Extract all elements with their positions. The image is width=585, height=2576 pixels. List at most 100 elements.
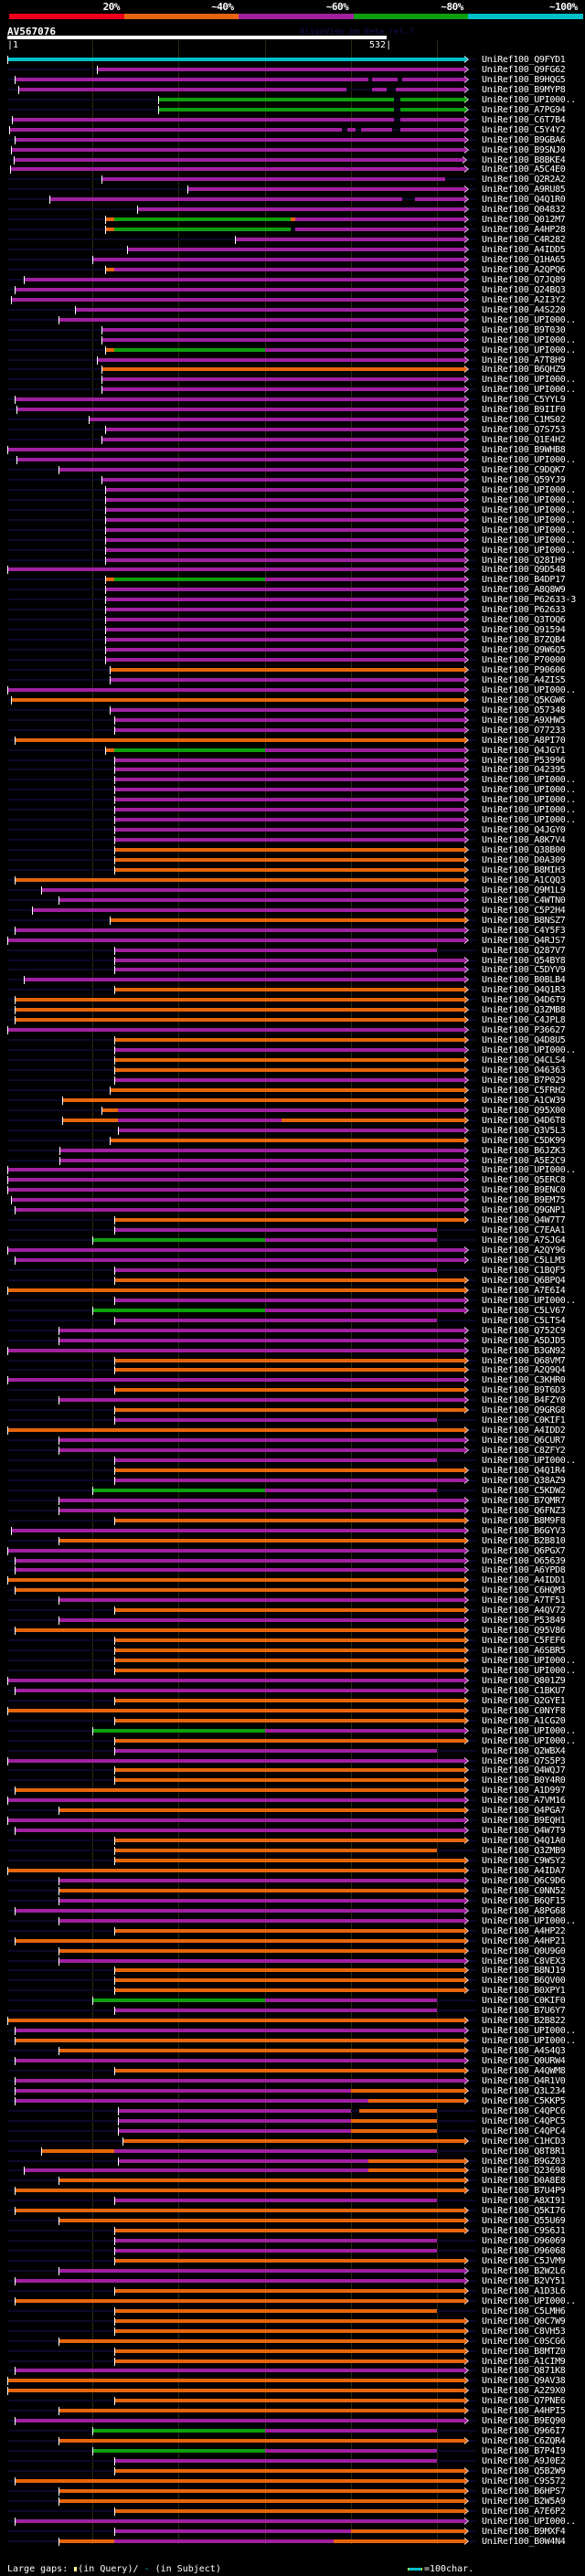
hit-label[interactable]: UniRef100_B7U6Y7 [482,2006,566,2017]
hit-row[interactable]: UniRef100_A7E6P2 [0,2507,585,2517]
hit-row[interactable]: UniRef100_A1CQQ3 [0,875,585,885]
hit-row[interactable]: UniRef100_O42395 [0,765,585,775]
hit-row[interactable]: UniRef100_Q9FG62 [0,65,585,75]
hit-row[interactable]: UniRef100_UPI000.. [0,1736,585,1746]
hit-row[interactable]: UniRef100_A4IDD1 [0,1575,585,1585]
hit-row[interactable]: UniRef100_Q59YJ9 [0,475,585,485]
hit-row[interactable]: UniRef100_C5YYL9 [0,395,585,405]
hit-label[interactable]: UniRef100_Q3V5L3 [482,1125,566,1136]
hit-label[interactable]: UniRef100_Q6BPQ4 [482,1275,566,1286]
hit-label[interactable]: UniRef100_Q4Q1R4 [482,1465,566,1476]
hit-label[interactable]: UniRef100_Q9GNP1 [482,1205,566,1216]
hit-label[interactable]: UniRef100_Q38B00 [482,845,566,856]
hit-label[interactable]: UniRef100_C9DQK7 [482,464,566,475]
hit-row[interactable]: UniRef100_Q752C9 [0,1326,585,1336]
hit-row[interactable]: UniRef100_C4QPC4 [0,2126,585,2136]
hit-row[interactable]: UniRef100_Q38AZ9 [0,1476,585,1486]
hit-label[interactable]: UniRef100_UPI000.. [482,1295,576,1306]
hit-label[interactable]: UniRef100_A7SJG4 [482,1235,566,1246]
hit-row[interactable]: UniRef100_A5C4E0 [0,164,585,175]
hit-label[interactable]: UniRef100_A2Q9Q4 [482,1365,566,1376]
hit-row[interactable]: UniRef100_C0KIF1 [0,1415,585,1426]
hit-row[interactable]: UniRef100_O57348 [0,705,585,716]
hit-label[interactable]: UniRef100_B2B810 [482,1535,566,1546]
hit-row[interactable]: UniRef100_Q6FNZ3 [0,1506,585,1516]
hit-row[interactable]: UniRef100_C4QPC5 [0,2116,585,2126]
hit-row[interactable]: UniRef100_A9RU85 [0,185,585,195]
hit-label[interactable]: UniRef100_B9EQH1 [482,1816,566,1827]
hit-label[interactable]: UniRef100_UPI000.. [482,385,576,396]
hit-row[interactable]: UniRef100_C5FEF6 [0,1636,585,1646]
hit-label[interactable]: UniRef100_O65639 [482,1555,566,1566]
hit-label[interactable]: UniRef100_Q012M7 [482,215,566,226]
hit-row[interactable]: UniRef100_UPI000.. [0,345,585,355]
hit-label[interactable]: UniRef100_A1CIM9 [482,2356,566,2367]
hit-row[interactable]: UniRef100_A8PG68 [0,1906,585,1916]
hit-label[interactable]: UniRef100_Q0URW4 [482,2056,566,2066]
hit-row[interactable]: UniRef100_UPI000.. [0,1916,585,1926]
hit-label[interactable]: UniRef100_Q752C9 [482,1325,566,1336]
hit-label[interactable]: UniRef100_A2QY96 [482,1246,566,1256]
hit-label[interactable]: UniRef100_C5FEF6 [482,1636,566,1647]
hit-label[interactable]: UniRef100_UPI000.. [482,94,576,105]
hit-label[interactable]: UniRef100_Q68VM7 [482,1355,566,1366]
hit-row[interactable]: UniRef100_Q4D6T9 [0,995,585,1005]
hit-row[interactable]: UniRef100_Q91594 [0,625,585,635]
hit-row[interactable]: UniRef100_UPI000.. [0,1045,585,1055]
hit-row[interactable]: UniRef100_Q7S5P3 [0,1756,585,1766]
hit-label[interactable]: UniRef100_Q7JQ89 [482,274,566,285]
hit-label[interactable]: UniRef100_B7P4I9 [482,2446,566,2457]
hit-label[interactable]: UniRef100_UPI000.. [482,1045,576,1056]
hit-row[interactable]: UniRef100_B7U6Y7 [0,2006,585,2016]
hit-row[interactable]: UniRef100_A4IDD2 [0,1426,585,1436]
hit-row[interactable]: UniRef100_B7QMR7 [0,1496,585,1506]
hit-row[interactable]: UniRef100_Q3ZMB9 [0,1846,585,1856]
hit-label[interactable]: UniRef100_Q6CUR7 [482,1436,566,1447]
hit-row[interactable]: UniRef100_A4HP21 [0,1936,585,1946]
hit-label[interactable]: UniRef100_C1BQF5 [482,1265,566,1276]
hit-label[interactable]: UniRef100_B7QMR7 [482,1495,566,1506]
hit-row[interactable]: UniRef100_Q4D8U5 [0,1035,585,1045]
hit-label[interactable]: UniRef100_Q801Z9 [482,1675,566,1686]
hit-label[interactable]: UniRef100_UPI000.. [482,775,576,786]
hit-label[interactable]: UniRef100_UPI000.. [482,525,576,535]
hit-label[interactable]: UniRef100_UPI000.. [482,815,576,826]
hit-label[interactable]: UniRef100_P53996 [482,755,566,766]
hit-row[interactable]: UniRef100_Q3TOQ6 [0,615,585,625]
hit-row[interactable]: UniRef100_Q4W7T9 [0,1826,585,1836]
hit-row[interactable]: UniRef100_C4QPC6 [0,2106,585,2116]
hit-label[interactable]: UniRef100_C5P2H4 [482,905,566,916]
hit-label[interactable]: UniRef100_O96069 [482,2236,566,2247]
hit-row[interactable]: UniRef100_B2W2L6 [0,2266,585,2276]
hit-row[interactable]: UniRef100_UPI000.. [0,95,585,105]
hit-row[interactable]: UniRef100_Q4R1V0 [0,2076,585,2086]
hit-label[interactable]: UniRef100_UPI000.. [482,684,576,695]
hit-row[interactable]: UniRef100_A8K7V4 [0,835,585,845]
hit-label[interactable]: UniRef100_B2VY51 [482,2275,566,2286]
hit-label[interactable]: UniRef100_Q4Q1A0 [482,1836,566,1847]
hit-row[interactable]: UniRef100_O77233 [0,726,585,736]
hit-row[interactable]: UniRef100_Q6CUR7 [0,1436,585,1446]
hit-row[interactable]: UniRef100_C4Y5F3 [0,926,585,936]
hit-label[interactable]: UniRef100_B9IIF0 [482,405,566,416]
hit-row[interactable]: UniRef100_UPI000.. [0,495,585,505]
hit-row[interactable]: UniRef100_A1D3L6 [0,2286,585,2296]
hit-row[interactable]: UniRef100_UPI000.. [0,1165,585,1175]
hit-label[interactable]: UniRef100_UPI000.. [482,494,576,505]
hit-label[interactable]: UniRef100_C4JPL8 [482,1015,566,1026]
hit-label[interactable]: UniRef100_Q3ZMB8 [482,1005,566,1016]
hit-label[interactable]: UniRef100_Q5KGW6 [482,694,566,705]
hit-label[interactable]: UniRef100_C0SCG6 [482,2336,566,2347]
hit-label[interactable]: UniRef100_Q287V7 [482,945,566,956]
hit-row[interactable]: UniRef100_A4QV72 [0,1606,585,1616]
hit-row[interactable]: UniRef100_Q9M1L9 [0,885,585,896]
hit-label[interactable]: UniRef100_Q6PGX7 [482,1545,566,1556]
hit-label[interactable]: UniRef100_UPI000.. [482,805,576,816]
hit-label[interactable]: UniRef100_Q9M1L9 [482,885,566,896]
hit-label[interactable]: UniRef100_B9HQG5 [482,74,566,85]
hit-row[interactable]: UniRef100_Q871K8 [0,2366,585,2376]
hit-row[interactable]: UniRef100_A4IDD5 [0,245,585,255]
hit-row[interactable]: UniRef100_B2B810 [0,1536,585,1546]
hit-row[interactable]: UniRef100_A8Q8W9 [0,585,585,595]
hit-row[interactable]: UniRef100_B6GYV3 [0,1526,585,1536]
